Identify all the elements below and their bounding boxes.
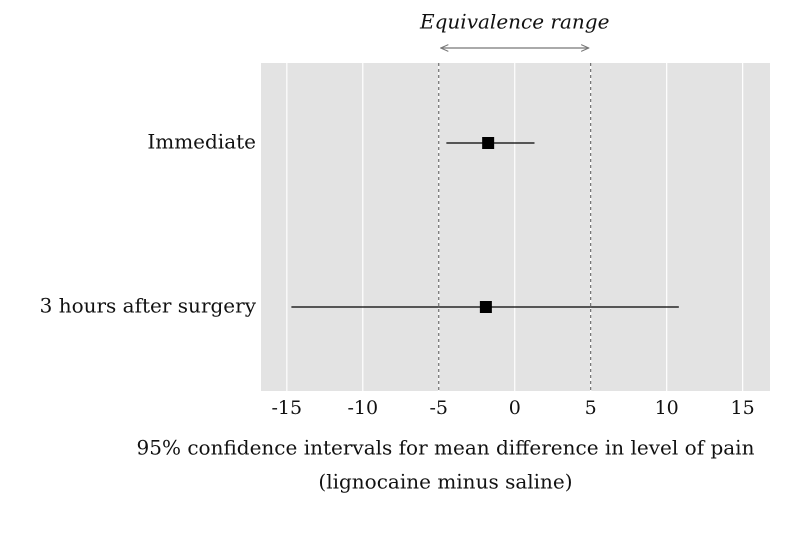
annotation: Equivalence range [419,10,609,34]
x-tick-label: 0 [509,397,521,419]
plot-background [261,63,770,391]
x-axis-label: 95% confidence intervals for mean differ… [137,436,755,460]
point-estimate [482,137,495,149]
point-estimate [479,301,492,313]
x-tick-label: 5 [585,397,597,419]
x-axis-label: (lignocaine minus saline) [318,470,572,494]
x-tick-label: -15 [272,397,303,419]
x-tick-label: 15 [731,397,755,419]
x-tick-label: 10 [655,397,679,419]
x-tick-label: -5 [430,397,449,419]
y-tick-label: 3 hours after surgery [40,294,257,318]
y-tick-label: Immediate [147,130,256,154]
x-tick-label: -10 [347,397,378,419]
